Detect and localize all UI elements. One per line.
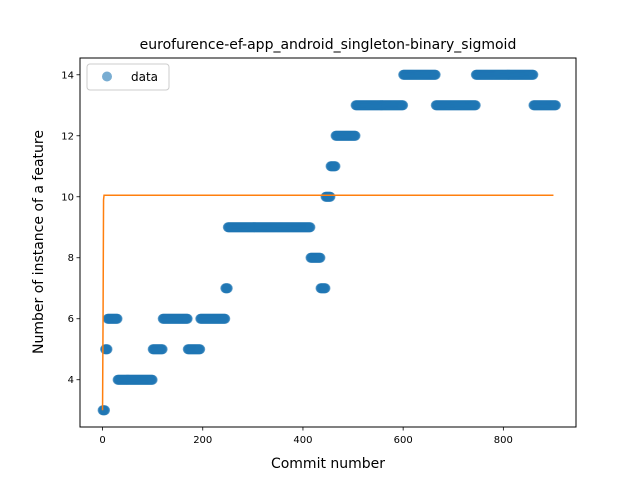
x-axis-label: Commit number xyxy=(271,456,385,472)
data-point xyxy=(222,283,233,294)
data-point xyxy=(195,344,206,355)
y-tick-label: 6 xyxy=(68,314,74,325)
data-point xyxy=(305,222,316,233)
data-point xyxy=(182,313,193,324)
x-tick-label: 0 xyxy=(99,435,105,446)
y-tick-label: 10 xyxy=(61,192,74,203)
data-point xyxy=(350,130,361,141)
data-point xyxy=(157,344,168,355)
legend-box xyxy=(86,63,170,91)
data-point xyxy=(102,344,113,355)
data-point xyxy=(320,283,331,294)
legend: data xyxy=(86,63,170,91)
data-point xyxy=(528,69,539,80)
data-point xyxy=(147,374,158,385)
data-point xyxy=(430,69,441,80)
x-tick-label: 200 xyxy=(193,435,212,446)
x-tick-label: 400 xyxy=(293,435,312,446)
plot-marks xyxy=(97,69,561,416)
y-tick-label: 14 xyxy=(61,70,74,81)
legend-label-data: data xyxy=(131,70,158,84)
data-point xyxy=(330,161,341,172)
x-axis-ticks: 0 200 400 600 800 xyxy=(99,427,513,446)
data-point xyxy=(550,100,561,111)
data-point xyxy=(325,191,336,202)
fit-line xyxy=(101,194,554,411)
data-point xyxy=(398,100,409,111)
data-point xyxy=(112,313,123,324)
data-point xyxy=(100,405,111,416)
data-point xyxy=(220,313,231,324)
y-tick-label: 12 xyxy=(61,131,74,142)
y-tick-label: 4 xyxy=(68,375,74,386)
y-axis-ticks: 4 6 8 10 12 14 xyxy=(61,70,80,386)
y-axis-label: Number of instance of a feature xyxy=(31,130,47,354)
x-tick-label: 800 xyxy=(494,435,513,446)
axes-frame xyxy=(79,57,577,428)
legend-marker xyxy=(102,71,112,82)
chart-title: eurofurence-ef-app_android_singleton-bin… xyxy=(140,37,517,53)
y-tick-label: 8 xyxy=(68,253,74,264)
data-point xyxy=(315,252,326,263)
x-tick-label: 600 xyxy=(394,435,413,446)
data-point xyxy=(470,100,481,111)
